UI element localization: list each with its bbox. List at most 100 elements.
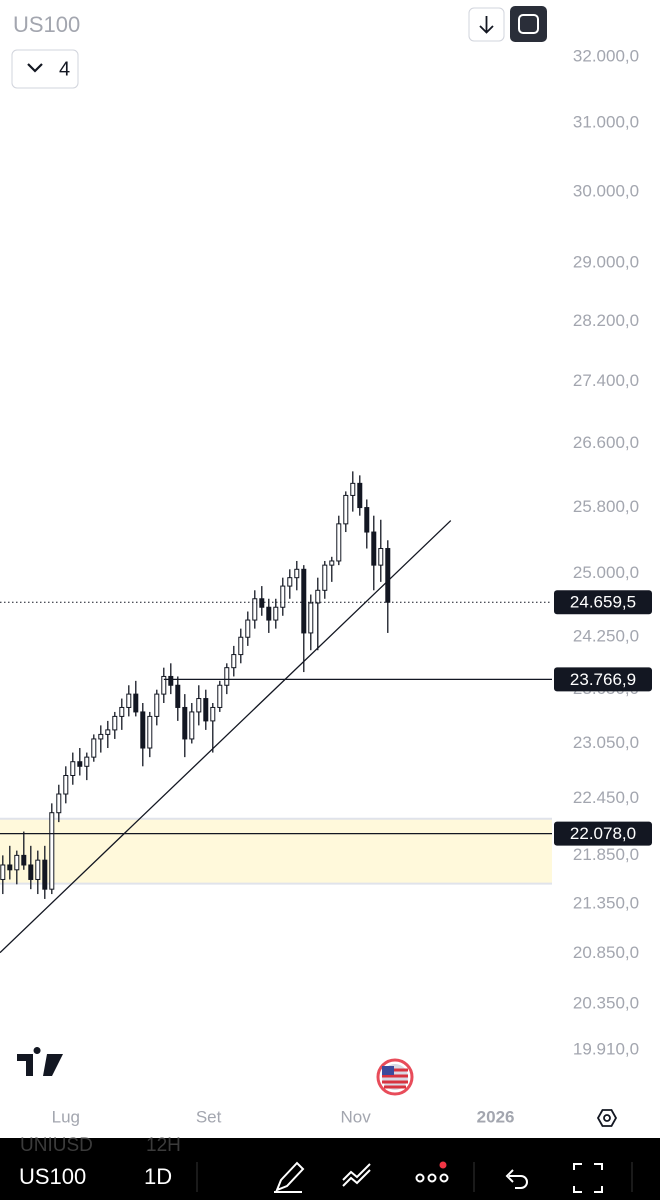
y-tick-label: 25.800,0 [573, 497, 639, 516]
candle-body [119, 706, 125, 717]
indicators-icon[interactable] [342, 1163, 371, 1187]
square-icon [518, 14, 539, 34]
y-tick-label: 28.200,0 [573, 311, 639, 330]
candle-body [189, 711, 195, 740]
candle-body [350, 482, 356, 496]
y-tick-label: 19.910,0 [573, 1039, 639, 1058]
candle-body [42, 859, 48, 890]
candle-body [252, 598, 258, 621]
x-tick-label: Nov [340, 1107, 371, 1126]
candle-body [322, 564, 328, 591]
candle-body [98, 733, 104, 740]
x-tick-label: Set [196, 1107, 222, 1126]
y-tick-label: 27.400,0 [573, 371, 639, 390]
candle-body [385, 548, 391, 603]
y-tick-label: 20.350,0 [573, 994, 639, 1013]
price-badge [554, 821, 652, 846]
candle-body [357, 482, 363, 509]
candle-body [63, 774, 69, 795]
candle-body [175, 684, 181, 708]
candle-body [21, 854, 27, 866]
candle-body [371, 531, 377, 566]
candle-body [210, 706, 216, 722]
candle-body [217, 684, 223, 708]
candle-body [343, 494, 349, 525]
candle-body [308, 602, 314, 634]
toolbar-interval[interactable]: 1D [144, 1164, 172, 1189]
candle-body [14, 854, 20, 871]
y-tick-label: 30.000,0 [573, 181, 639, 200]
candle-body [140, 711, 146, 749]
candle-body [28, 864, 34, 880]
draw-icon[interactable] [274, 1161, 305, 1193]
candle-body [266, 606, 272, 621]
candle-body [147, 715, 153, 749]
layout-count: 4 [59, 58, 70, 80]
button-box[interactable] [510, 6, 547, 42]
candle-body [105, 729, 111, 735]
flag-stripes [382, 1068, 408, 1089]
ghost-symbol: UNIUSD [20, 1135, 93, 1156]
y-tick-label: 31.000,0 [573, 113, 639, 132]
dot [415, 1173, 425, 1183]
candle-body [182, 706, 188, 740]
candle-body [378, 548, 384, 566]
toolbar-symbol[interactable]: US100 [19, 1164, 86, 1189]
arrow-down-icon [479, 16, 494, 34]
candle-body [224, 667, 230, 686]
trendline [0, 520, 452, 954]
dropdown-box[interactable] [11, 49, 79, 89]
candle-body [336, 523, 342, 562]
candle-body [154, 693, 160, 717]
candle-body [35, 859, 41, 880]
candle-body [203, 698, 209, 722]
y-tick-label: 23.050,0 [573, 733, 639, 752]
settings-icon[interactable] [596, 1109, 618, 1127]
price-badge [554, 667, 652, 692]
y-tick-label: 20.850,0 [573, 943, 639, 962]
price-badge-label: 24.659,5 [570, 593, 636, 612]
candle-body [259, 598, 265, 608]
candle-body [168, 675, 174, 686]
fullscreen-icon[interactable] [573, 1163, 603, 1193]
candle-body [280, 585, 286, 608]
ghost-interval: 12H [146, 1135, 181, 1156]
x-tick-label: 2026 [477, 1107, 515, 1126]
candle-body [294, 568, 300, 579]
candle-body [196, 698, 202, 713]
fullscreen-button[interactable] [510, 6, 547, 42]
candle-body [315, 589, 321, 604]
y-tick-label: 21.350,0 [573, 893, 639, 912]
y-tick-label: 21.850,0 [573, 845, 639, 864]
symbol-title: US100 [13, 12, 80, 37]
candle-body [364, 507, 370, 533]
candle-body [231, 654, 237, 669]
layout-dropdown[interactable]: 4 [11, 49, 79, 89]
flag-canton [382, 1066, 394, 1075]
candle-body [77, 761, 83, 767]
toolbar [0, 1138, 660, 1200]
y-tick-label: 29.000,0 [573, 252, 639, 271]
scroll-button[interactable] [468, 7, 505, 42]
x-tick-label: Lug [52, 1107, 80, 1126]
candle-body [70, 761, 76, 776]
y-tick-label: 22.450,0 [573, 788, 639, 807]
y-tick-label: 24.250,0 [573, 627, 639, 646]
price-badge-label: 22.078,0 [570, 824, 636, 843]
candle-body [7, 864, 13, 871]
candle-body [0, 864, 6, 880]
price-badge-label: 23.766,9 [570, 670, 636, 689]
candle-body [56, 793, 62, 814]
hexagon-dot [603, 1114, 611, 1122]
dot [427, 1173, 437, 1183]
price-badge [554, 590, 652, 615]
hexagon [596, 1109, 618, 1127]
candle-body [91, 738, 97, 758]
candle-body [133, 693, 139, 713]
chevron-icon [27, 63, 43, 73]
candle-body [126, 693, 132, 708]
notification-dot [439, 1161, 447, 1169]
undo-icon[interactable] [505, 1169, 528, 1189]
more-icon[interactable] [415, 1161, 449, 1183]
